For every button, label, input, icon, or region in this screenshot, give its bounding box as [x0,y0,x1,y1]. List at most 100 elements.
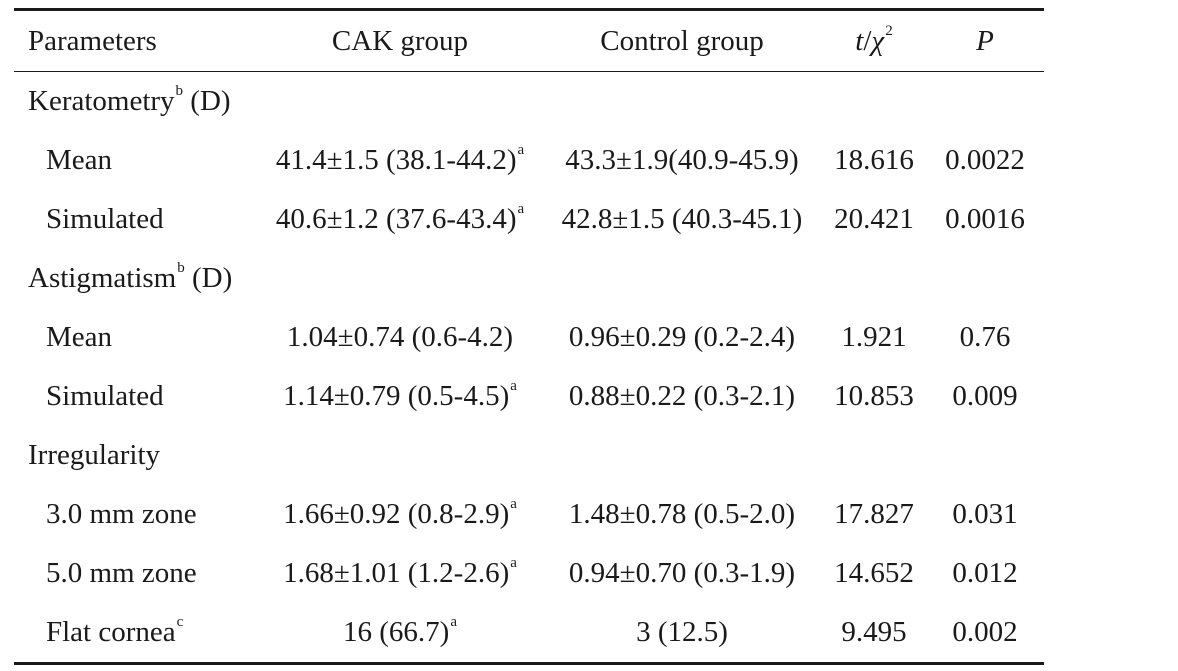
header-p: P [932,11,1038,71]
cak-value-cell: 41.4±1.5 (38.1-44.2) a [250,131,550,190]
footnote-marker: a [517,142,525,158]
parameter-text: Mean [46,144,113,176]
control-value: 43.3±1.9(40.9-45.9) [565,144,799,176]
parameter-label: 3.0 mm zone [46,485,197,544]
t-chi-value-cell: 20.421 [820,190,928,249]
parameter-text: Irregularity [28,439,161,471]
cak-value-cell: 40.6±1.2 (37.6-43.4) a [250,190,550,249]
p-value: 0.031 [952,498,1018,530]
parameter-label: Simulated [46,190,164,249]
control-value: 3 (12.5) [636,616,728,648]
cak-value: 1.66±0.92 (0.8-2.9) [283,498,510,530]
t-chi-value: 9.495 [841,616,907,648]
control-value: 0.88±0.22 (0.3-2.1) [568,380,796,412]
table-row: Irregularity [14,426,1044,485]
cak-value: 40.6±1.2 (37.6-43.4) [275,203,517,235]
header-chi-letter: χ [871,24,885,57]
header-parameters-label: Parameters [28,24,157,57]
footnote-marker: a [450,614,457,630]
cak-value-cell: 1.14±0.79 (0.5-4.5) a [250,367,550,426]
section-label: Astigmatism b (D) [28,249,232,308]
p-value-cell: 0.009 [932,367,1038,426]
control-value: 42.8±1.5 (40.3-45.1) [561,203,803,235]
parameter-label: 5.0 mm zone [46,544,197,603]
header-control-group: Control group [550,11,814,71]
parameter-text: 3.0 mm zone [46,498,197,530]
control-value-cell: 43.3±1.9(40.9-45.9) [550,131,814,190]
header-control-label: Control group [600,24,764,57]
t-chi-value-cell: 17.827 [820,485,928,544]
cak-value: 41.4±1.5 (38.1-44.2) [275,144,517,176]
cak-value-cell: 1.04±0.74 (0.6-4.2) [250,308,550,367]
section-label: Irregularity [28,426,160,485]
cak-value-cell: 1.66±0.92 (0.8-2.9) a [250,485,550,544]
table-body: Keratometry b (D) Mean 41.4±1.5 (38.1-44.2)… [14,72,1044,662]
footnote-marker: c [176,614,184,630]
t-chi-value-cell: 18.616 [820,131,928,190]
table-row: Mean 1.04±0.74 (0.6-4.2) 0.96±0.29 (0.2-2.… [14,308,1044,367]
parameter-label: Mean [46,308,112,367]
p-value-cell: 0.0022 [932,131,1038,190]
p-value-cell: 0.012 [932,544,1038,603]
parameter-text: Mean [46,321,113,353]
p-value: 0.0016 [945,203,1025,235]
cak-value: 1.04±0.74 (0.6-4.2) [286,321,514,353]
t-chi-value-cell: 10.853 [820,367,928,426]
t-chi-value: 10.853 [834,380,914,412]
footnote-marker: a [510,496,517,512]
t-chi-value-cell: 1.921 [820,308,928,367]
p-value: 0.012 [952,557,1018,589]
footnote-marker: a [510,555,517,571]
control-value-cell: 0.94±0.70 (0.3-1.9) [550,544,814,603]
control-value: 0.94±0.70 (0.3-1.9) [568,557,796,589]
header-parameters: Parameters [28,11,157,71]
t-chi-value: 18.616 [834,144,914,176]
control-value-cell: 0.96±0.29 (0.2-2.4) [550,308,814,367]
footnote-marker: a [510,378,517,394]
table-row: 5.0 mm zone 1.68±1.01 (1.2-2.6) a 0.94±0.70… [14,544,1044,603]
table-row: Simulated 1.14±0.79 (0.5-4.5) a 0.88±0.22 (… [14,367,1044,426]
t-chi-value: 20.421 [834,203,914,235]
section-label: Keratometry b (D) [28,72,231,131]
t-chi-value: 1.921 [841,321,907,353]
control-value: 0.96±0.29 (0.2-2.4) [568,321,796,353]
p-value: 0.009 [952,380,1018,412]
table-row: Flat cornea c 16 (66.7) a 3 (12.5) 9.495 0.002 [14,603,1044,662]
parameter-label: Mean [46,131,112,190]
t-chi-value-cell: 9.495 [820,603,928,662]
cak-value-cell: 16 (66.7) a [250,603,550,662]
control-value-cell: 42.8±1.5 (40.3-45.1) [550,190,814,249]
table-row: Mean 41.4±1.5 (38.1-44.2) a 43.3±1.9(40.9-4… [14,131,1044,190]
footnote-marker: a [517,201,525,217]
p-value-cell: 0.76 [932,308,1038,367]
parameter-text: 5.0 mm zone [46,557,197,589]
control-value: 1.48±0.78 (0.5-2.0) [568,498,796,530]
cak-value-cell: 1.68±1.01 (1.2-2.6) a [250,544,550,603]
table-header-row: Parameters CAK group Control group t / χ 2 … [14,11,1044,72]
p-value-cell: 0.031 [932,485,1038,544]
table-row: Simulated 40.6±1.2 (37.6-43.4) a 42.8±1.5 (… [14,190,1044,249]
footnote-marker: b [175,83,184,99]
table-row: 3.0 mm zone 1.66±0.92 (0.8-2.9) a 1.48±0.78… [14,485,1044,544]
control-value-cell: 3 (12.5) [550,603,814,662]
table-row: Astigmatism b (D) [14,249,1044,308]
control-value-cell: 1.48±0.78 (0.5-2.0) [550,485,814,544]
footnote-marker: b [177,260,185,276]
parameter-text: Keratometry [28,85,175,117]
table-row: Keratometry b (D) [14,72,1044,131]
p-value-cell: 0.002 [932,603,1038,662]
header-chi-exponent: 2 [885,22,893,39]
t-chi-value: 14.652 [834,557,914,589]
parameter-text: Astigmatism [28,262,177,294]
parameter-text: Flat cornea [46,616,176,648]
cak-value: 16 (66.7) [343,616,450,648]
comparison-table: Parameters CAK group Control group t / χ 2 … [14,8,1044,665]
parameter-text: Simulated [46,203,164,235]
unit-label: (D) [183,85,231,117]
t-chi-value: 17.827 [834,498,914,530]
t-chi-value-cell: 14.652 [820,544,928,603]
header-t-chi: t / χ 2 [820,11,928,71]
cak-value: 1.14±0.79 (0.5-4.5) [283,380,510,412]
p-value-cell: 0.0016 [932,190,1038,249]
header-p-label: P [976,24,994,57]
